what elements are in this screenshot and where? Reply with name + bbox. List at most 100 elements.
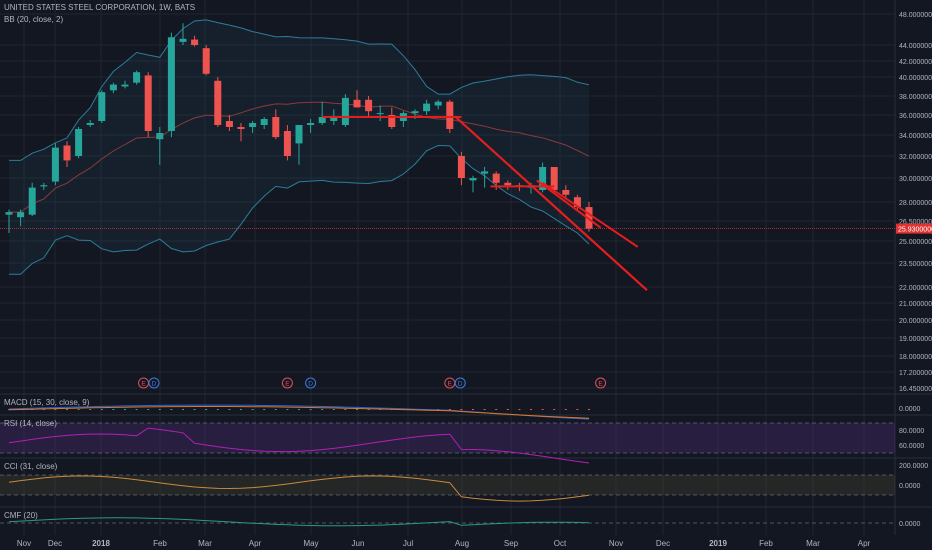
candle-body	[86, 123, 94, 125]
x-tick-label: Sep	[504, 539, 519, 548]
candle-body	[51, 147, 59, 182]
price-tick-label: 36.0000000	[899, 113, 932, 120]
candle	[423, 99, 431, 115]
macd-histogram-bar	[66, 409, 68, 410]
macd-signal-line	[8, 406, 590, 419]
macd-histogram-bar	[77, 409, 80, 410]
candle-body	[295, 125, 303, 144]
price-tick-label: 16.4500000	[899, 386, 932, 393]
macd-histogram-bar	[112, 409, 115, 410]
candle-body	[40, 185, 48, 187]
candle	[75, 127, 83, 159]
macd-histogram-bar	[530, 409, 532, 410]
candle-body	[550, 167, 558, 190]
x-tick-label: May	[303, 539, 318, 548]
price-tick-label: 19.0000000	[899, 336, 932, 343]
candle-body	[225, 121, 233, 127]
x-tick-label: Mar	[198, 539, 212, 548]
macd-histogram-bar	[240, 409, 242, 410]
candle	[457, 151, 465, 186]
candle	[63, 141, 71, 167]
cci-legend: CCI (31, close)	[4, 462, 58, 471]
macd-histogram-bar	[158, 409, 161, 410]
candle-body	[133, 72, 141, 83]
macd-histogram-bar	[448, 409, 451, 410]
price-tick-label: 21.0000000	[899, 301, 932, 308]
candle	[5, 209, 13, 233]
candle-body	[272, 117, 280, 138]
price-tick-label: 26.5000000	[899, 219, 932, 226]
dividend-marker	[305, 377, 317, 389]
candle	[133, 70, 141, 85]
candle-body	[63, 145, 71, 161]
cci-band	[0, 475, 895, 495]
macd-histogram-bar	[321, 409, 324, 410]
macd-histogram-bar	[135, 409, 138, 410]
candle	[28, 182, 36, 216]
cmf-legend: CMF (20)	[4, 511, 38, 520]
x-tick-label: Dec	[48, 539, 62, 548]
macd-histogram-bar	[42, 409, 45, 410]
candle	[353, 90, 361, 108]
candle-body	[469, 178, 477, 181]
macd-histogram-bar	[170, 409, 173, 410]
macd-histogram-bar	[205, 409, 208, 410]
candle-body	[167, 37, 175, 131]
macd-histogram-bar	[193, 409, 196, 410]
bb-upper-line	[9, 19, 590, 161]
candle	[98, 90, 106, 123]
x-tick-label: Apr	[249, 539, 262, 548]
candle	[17, 209, 25, 227]
bb-lower-line	[9, 144, 590, 275]
macd-histogram-bar	[124, 409, 126, 410]
candle-body	[423, 103, 431, 112]
event-marker-label: D	[308, 381, 313, 388]
x-tick-label: Jun	[352, 539, 365, 548]
candle-body	[562, 190, 570, 195]
price-tick-label: 18.0000000	[899, 354, 932, 361]
event-marker-label: E	[285, 381, 290, 388]
macd-legend: MACD (15, 30, close, 9)	[4, 398, 90, 407]
candle	[376, 105, 384, 121]
candle-body	[202, 48, 210, 74]
candle	[86, 120, 94, 127]
macd-histogram-bar	[100, 409, 103, 410]
current-price-label: 25.9300000	[898, 227, 932, 234]
candle	[40, 182, 48, 190]
candle	[202, 45, 210, 76]
price-tick-label: 30.0000000	[899, 176, 932, 183]
macd-histogram-bar	[367, 409, 370, 410]
event-marker-label: E	[598, 381, 603, 388]
candle	[144, 72, 152, 138]
candle-body	[318, 117, 326, 123]
macd-histogram-bar	[483, 409, 486, 410]
rsi-axis-label: 60.0000	[899, 443, 924, 450]
rsi-legend: RSI (14, close)	[4, 419, 57, 428]
candle-body	[457, 156, 465, 178]
macd-histogram-bar	[54, 409, 57, 410]
macd-histogram-bar	[541, 409, 544, 410]
price-tick-label: 34.0000000	[899, 133, 932, 140]
candle-body	[573, 197, 581, 208]
candle	[481, 167, 489, 188]
macd-histogram-bar	[147, 409, 150, 410]
candle	[318, 101, 326, 125]
macd-histogram-bar	[216, 409, 219, 410]
candle-body	[388, 115, 396, 127]
trendline	[454, 116, 648, 292]
candle-body	[121, 84, 129, 87]
macd-histogram-bar	[518, 409, 521, 410]
candle-body	[330, 117, 338, 121]
x-tick-label: Feb	[759, 539, 773, 548]
candle-body	[109, 84, 117, 91]
candle	[365, 96, 373, 117]
candle-body	[376, 113, 384, 115]
event-marker-label: E	[141, 381, 146, 388]
cci-line	[8, 475, 590, 502]
cci-axis-label: 200.0000	[899, 463, 928, 470]
price-tick-label: 28.0000000	[899, 200, 932, 207]
candle	[179, 23, 187, 45]
macd-histogram-bar	[263, 409, 266, 410]
macd-histogram-bar	[588, 409, 590, 410]
